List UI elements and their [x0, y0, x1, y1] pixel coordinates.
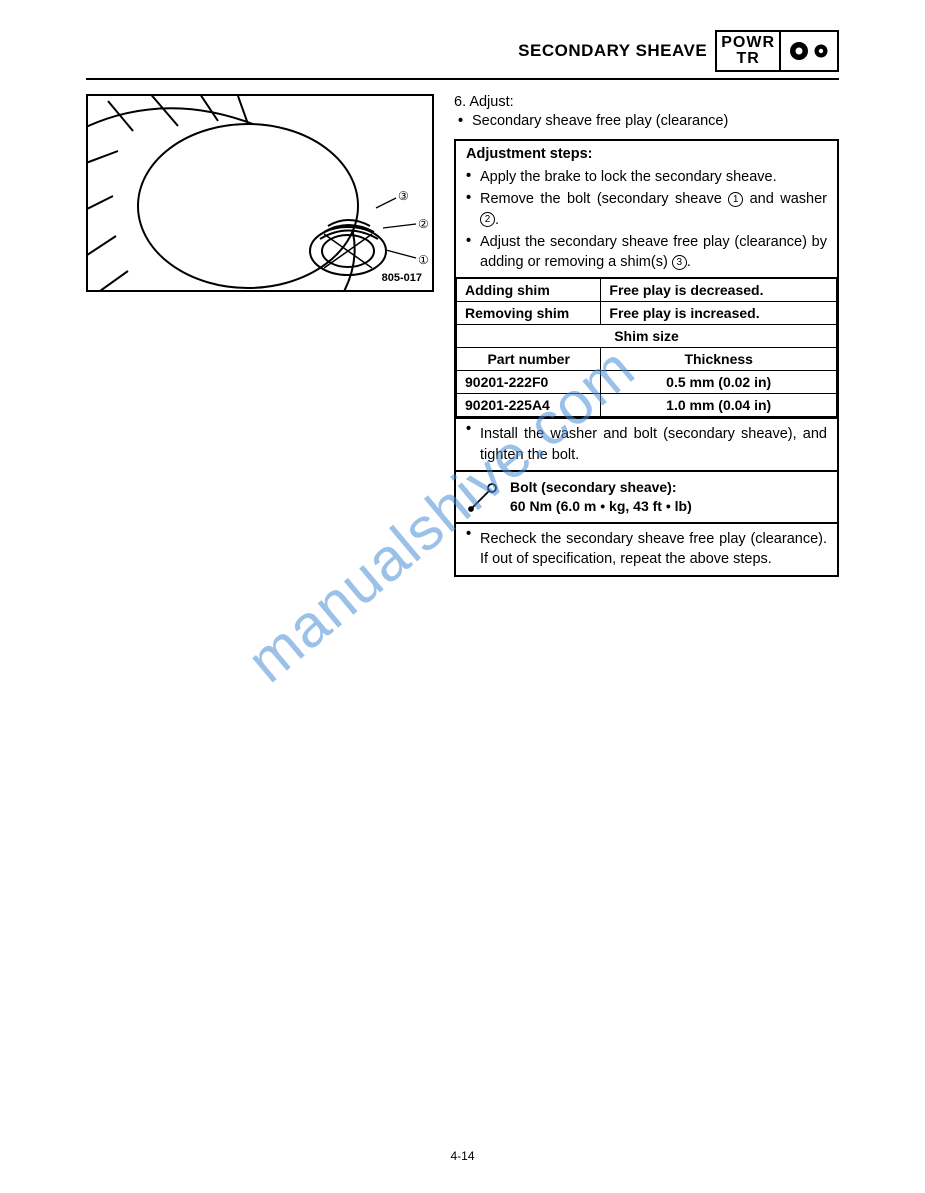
cell-decreased: Free play is decreased. — [601, 278, 837, 302]
adj-step-2c: . — [495, 212, 499, 228]
cell-pn1: 90201-222F0 — [457, 371, 601, 394]
torque-spec-row: Bolt (secondary sheave): 60 Nm (6.0 m • … — [456, 470, 837, 524]
cell-shim-size-header: Shim size — [457, 325, 837, 348]
circled-3: 3 — [672, 255, 687, 270]
table-row: Removing shim Free play is increased. — [457, 302, 837, 325]
table-row: 90201-225A4 1.0 mm (0.04 in) — [457, 394, 837, 417]
header-rule — [86, 78, 839, 80]
step-bullet: Secondary sheave free play (clearance) — [454, 113, 839, 129]
cell-increased: Free play is increased. — [601, 302, 837, 325]
table-row: Adding shim Free play is decreased. — [457, 278, 837, 302]
torque-value: 60 Nm (6.0 m • kg, 43 ft • lb) — [510, 497, 692, 516]
chapter-line2: TR — [736, 51, 759, 67]
adj-step-2a: Remove the bolt (secondary sheave — [480, 191, 728, 207]
torque-label: Bolt (secondary sheave): — [510, 478, 692, 497]
table-row: 90201-222F0 0.5 mm (0.02 in) — [457, 371, 837, 394]
torque-wrench-icon — [466, 480, 500, 514]
step-number: 6. Adjust: — [454, 94, 839, 110]
table-row: Part number Thickness — [457, 348, 837, 371]
chapter-line1: POWR — [721, 35, 775, 51]
svg-text:②: ② — [418, 217, 429, 231]
table-row: Shim size — [457, 325, 837, 348]
adj-recheck-step: Recheck the secondary sheave free play (… — [456, 524, 837, 576]
adj-step-2: Remove the bolt (secondary sheave 1 and … — [456, 188, 837, 231]
cell-pn2: 90201-225A4 — [457, 394, 601, 417]
adj-step-2b: and washer — [743, 191, 827, 207]
svg-text:①: ① — [418, 253, 429, 267]
adj-install-step: Install the washer and bolt (secondary s… — [456, 417, 837, 470]
cell-part-number-header: Part number — [457, 348, 601, 371]
adj-step-1: Apply the brake to lock the secondary sh… — [456, 166, 837, 188]
circled-1: 1 — [728, 192, 743, 207]
adj-step-3a: Adjust the secondary sheave free play (c… — [480, 234, 827, 270]
cell-removing-shim: Removing shim — [457, 302, 601, 325]
section-title: SECONDARY SHEAVE — [518, 41, 707, 61]
adj-step-3b: . — [687, 254, 691, 270]
figure-sheave-diagram: ③ ② ① 805-017 — [86, 94, 434, 292]
shim-effect-table: Adding shim Free play is decreased. Remo… — [456, 277, 837, 417]
torque-text: Bolt (secondary sheave): 60 Nm (6.0 m • … — [510, 478, 692, 516]
cell-th1: 0.5 mm (0.02 in) — [601, 371, 837, 394]
chapter-tab-text: POWR TR — [717, 32, 781, 70]
cell-th2: 1.0 mm (0.04 in) — [601, 394, 837, 417]
adj-step-3: Adjust the secondary sheave free play (c… — [456, 231, 837, 274]
adjustment-title: Adjustment steps: — [456, 141, 837, 166]
page-number: 4-14 — [0, 1149, 925, 1163]
cell-thickness-header: Thickness — [601, 348, 837, 371]
belt-pulley-icon — [781, 32, 837, 70]
cell-adding-shim: Adding shim — [457, 278, 601, 302]
svg-text:③: ③ — [398, 189, 409, 203]
adjustment-steps-box: Adjustment steps: Apply the brake to loc… — [454, 139, 839, 577]
figure-reference-number: 805-017 — [382, 272, 422, 284]
circled-2: 2 — [480, 212, 495, 227]
chapter-tab-box: POWR TR — [715, 30, 839, 72]
